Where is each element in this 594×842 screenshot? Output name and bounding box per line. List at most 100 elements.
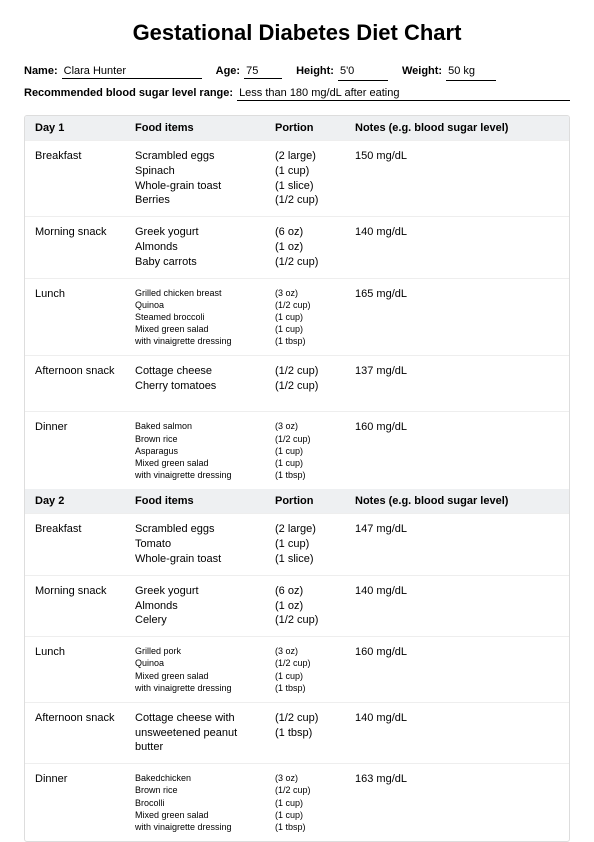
- food-item: Brocolli: [135, 797, 275, 809]
- meal-name: Dinner: [35, 772, 135, 833]
- height-value: 5'0: [338, 64, 388, 81]
- name-label: Name:: [24, 65, 58, 77]
- col-food-header: Food items: [135, 122, 275, 134]
- meal-foods: Scrambled eggsTomatoWhole-grain toast: [135, 522, 275, 567]
- col-notes-header: Notes (e.g. blood sugar level): [355, 122, 559, 134]
- meal-notes: 160 mg/dL: [355, 645, 559, 694]
- meal-row: Morning snackGreek yogurtAlmondsBaby car…: [25, 216, 569, 278]
- weight-value: 50 kg: [446, 64, 496, 81]
- food-item: Tomato: [135, 537, 275, 552]
- meal-name: Lunch: [35, 645, 135, 694]
- food-item: Mixed green salad: [135, 809, 275, 821]
- age-label: Age:: [216, 65, 240, 77]
- portion-item: (2 large): [275, 149, 355, 164]
- portion-item: (1 cup): [275, 809, 355, 821]
- name-value: Clara Hunter: [62, 65, 202, 79]
- portion-item: (1 oz): [275, 599, 355, 614]
- meal-name: Dinner: [35, 420, 135, 481]
- food-item: Grilled chicken breast: [135, 287, 275, 299]
- food-item: Brown rice: [135, 433, 275, 445]
- weight-label: Weight:: [402, 65, 442, 77]
- day-label: Day 2: [35, 495, 135, 507]
- meal-portions: (2 large)(1 cup)(1 slice): [275, 522, 355, 567]
- meal-name: Afternoon snack: [35, 711, 135, 756]
- meal-name: Morning snack: [35, 225, 135, 270]
- portion-item: (1/2 cup): [275, 657, 355, 669]
- food-item: Quinoa: [135, 299, 275, 311]
- portion-item: (1 cup): [275, 311, 355, 323]
- food-item: Baked salmon: [135, 420, 275, 432]
- portion-item: (1 tbsp): [275, 682, 355, 694]
- meal-row: Afternoon snackCottage cheeseCherry toma…: [25, 355, 569, 411]
- meal-notes: 137 mg/dL: [355, 364, 559, 403]
- food-item: Whole-grain toast: [135, 552, 275, 567]
- food-item: with vinaigrette dressing: [135, 682, 275, 694]
- food-item: Mixed green salad: [135, 670, 275, 682]
- portion-item: (6 oz): [275, 225, 355, 240]
- portion-item: (2 large): [275, 522, 355, 537]
- portion-item: (1/2 cup): [275, 255, 355, 270]
- food-item: Scrambled eggs: [135, 522, 275, 537]
- food-item: Greek yogurt: [135, 225, 275, 240]
- meal-notes: 140 mg/dL: [355, 711, 559, 756]
- portion-item: (1/2 cup): [275, 613, 355, 628]
- portion-item: (1 tbsp): [275, 821, 355, 833]
- portion-item: (1 tbsp): [275, 726, 355, 741]
- portion-item: (1 oz): [275, 240, 355, 255]
- meal-portions: (3 oz)(1/2 cup)(1 cup)(1 tbsp): [275, 645, 355, 694]
- portion-item: (1 slice): [275, 179, 355, 194]
- portion-item: (1 cup): [275, 164, 355, 179]
- day-header: Day 2Food itemsPortionNotes (e.g. blood …: [25, 489, 569, 513]
- portion-item: (3 oz): [275, 420, 355, 432]
- meal-foods: Cottage cheese withunsweetened peanutbut…: [135, 711, 275, 756]
- meal-portions: (6 oz)(1 oz)(1/2 cup): [275, 584, 355, 629]
- portion-item: (1 tbsp): [275, 469, 355, 481]
- meal-row: Afternoon snackCottage cheese withunswee…: [25, 702, 569, 764]
- food-item: Almonds: [135, 599, 275, 614]
- meal-name: Breakfast: [35, 149, 135, 208]
- meal-foods: Scrambled eggsSpinachWhole-grain toastBe…: [135, 149, 275, 208]
- meal-foods: BakedchickenBrown riceBrocolliMixed gree…: [135, 772, 275, 833]
- meal-portions: (2 large)(1 cup)(1 slice)(1/2 cup): [275, 149, 355, 208]
- portion-item: (1 cup): [275, 537, 355, 552]
- col-notes-header: Notes (e.g. blood sugar level): [355, 495, 559, 507]
- food-item: Steamed broccoli: [135, 311, 275, 323]
- portion-item: (1/2 cup): [275, 784, 355, 796]
- day-label: Day 1: [35, 122, 135, 134]
- meal-foods: Grilled chicken breastQuinoaSteamed broc…: [135, 287, 275, 348]
- food-item: Quinoa: [135, 657, 275, 669]
- meal-notes: 160 mg/dL: [355, 420, 559, 481]
- portion-item: (1/2 cup): [275, 433, 355, 445]
- info-row-1: Name: Clara Hunter Age: 75 Height: 5'0 W…: [24, 64, 570, 81]
- food-item: with vinaigrette dressing: [135, 821, 275, 833]
- meal-notes: 140 mg/dL: [355, 225, 559, 270]
- range-label: Recommended blood sugar level range:: [24, 87, 233, 99]
- info-row-2: Recommended blood sugar level range: Les…: [24, 87, 570, 101]
- portion-item: (6 oz): [275, 584, 355, 599]
- meal-row: DinnerBaked salmonBrown riceAsparagusMix…: [25, 411, 569, 489]
- portion-item: (1 slice): [275, 552, 355, 567]
- portion-item: (3 oz): [275, 772, 355, 784]
- col-portion-header: Portion: [275, 495, 355, 507]
- food-item: Spinach: [135, 164, 275, 179]
- meal-portions: (3 oz)(1/2 cup)(1 cup)(1 cup)(1 tbsp): [275, 772, 355, 833]
- portion-item: (1 cup): [275, 323, 355, 335]
- food-item: Grilled pork: [135, 645, 275, 657]
- meal-notes: 163 mg/dL: [355, 772, 559, 833]
- meal-name: Afternoon snack: [35, 364, 135, 403]
- portion-item: (1/2 cup): [275, 379, 355, 394]
- portion-item: (1 cup): [275, 445, 355, 457]
- meal-portions: (1/2 cup)(1 tbsp): [275, 711, 355, 756]
- meal-foods: Greek yogurtAlmondsBaby carrots: [135, 225, 275, 270]
- meal-portions: (1/2 cup)(1/2 cup): [275, 364, 355, 403]
- meal-foods: Grilled porkQuinoaMixed green saladwith …: [135, 645, 275, 694]
- food-item: Scrambled eggs: [135, 149, 275, 164]
- meal-row: BreakfastScrambled eggsSpinachWhole-grai…: [25, 140, 569, 216]
- meal-notes: 147 mg/dL: [355, 522, 559, 567]
- food-item: Mixed green salad: [135, 457, 275, 469]
- meal-row: BreakfastScrambled eggsTomatoWhole-grain…: [25, 513, 569, 575]
- meal-name: Breakfast: [35, 522, 135, 567]
- food-item: with vinaigrette dressing: [135, 335, 275, 347]
- food-item: Greek yogurt: [135, 584, 275, 599]
- food-item: Mixed green salad: [135, 323, 275, 335]
